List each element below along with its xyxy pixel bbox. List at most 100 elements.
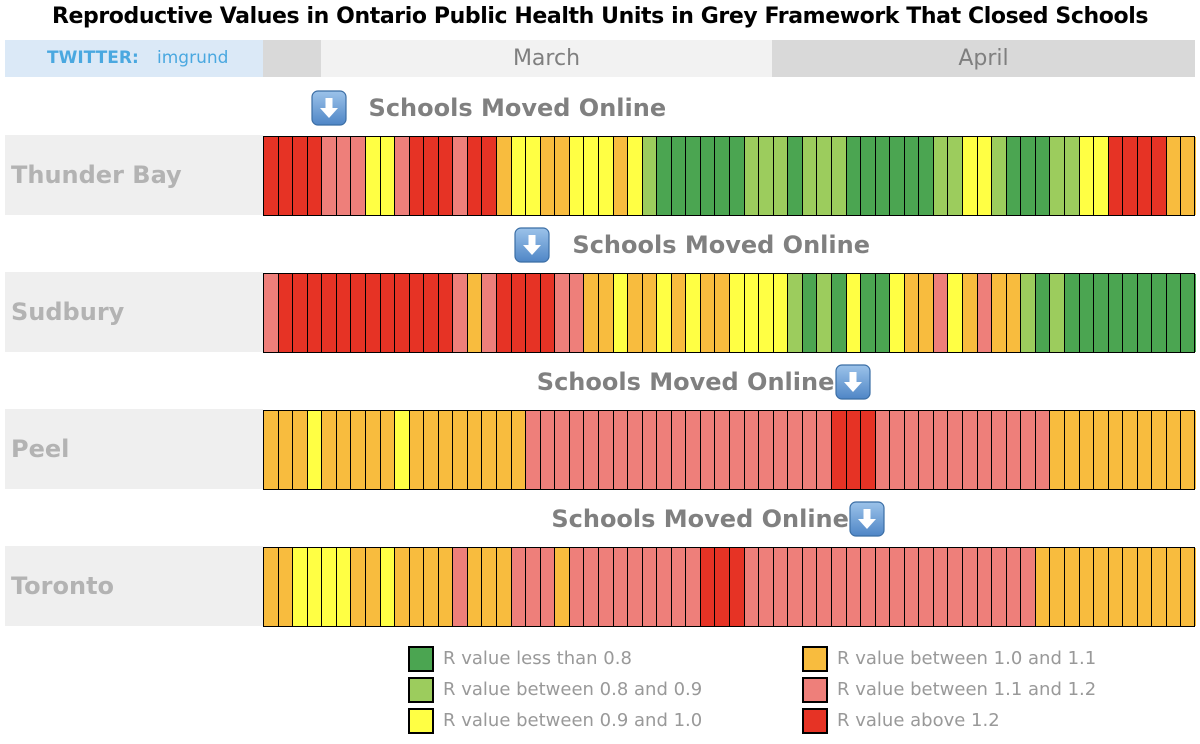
heatmap-cell bbox=[699, 548, 715, 626]
heatmap-cell bbox=[364, 137, 380, 215]
heatmap-cell bbox=[918, 411, 934, 489]
heatmap-cell bbox=[1151, 548, 1167, 626]
heatmap-cell bbox=[277, 137, 293, 215]
heatmap-cell bbox=[699, 411, 715, 489]
heatmap-cell bbox=[947, 137, 963, 215]
heatmap-cell bbox=[554, 411, 570, 489]
heatmap-cell bbox=[379, 411, 395, 489]
heatmap-cell bbox=[1151, 274, 1167, 352]
heatmap-cell bbox=[1093, 137, 1109, 215]
heatmap-cell bbox=[568, 137, 584, 215]
legend-label: R value less than 0.8 bbox=[443, 648, 632, 669]
heatmap-cell bbox=[932, 137, 948, 215]
heatmap-cell bbox=[612, 274, 628, 352]
heatmap-cell bbox=[321, 137, 337, 215]
heatmap-cell bbox=[758, 274, 774, 352]
heatmap-cell bbox=[408, 137, 424, 215]
heatmap-cell bbox=[321, 411, 337, 489]
heatmap-cell bbox=[714, 548, 730, 626]
heatmap-cell bbox=[627, 274, 643, 352]
heatmap-cell bbox=[874, 274, 890, 352]
heatmap-cell bbox=[1093, 411, 1109, 489]
heatmap-row bbox=[263, 136, 1196, 216]
heatmap-row bbox=[263, 273, 1196, 353]
heatmap-cell bbox=[452, 137, 468, 215]
heatmap-cell bbox=[787, 137, 803, 215]
heatmap-cell bbox=[335, 137, 351, 215]
legend-swatch bbox=[802, 708, 828, 734]
heatmap-cell bbox=[437, 548, 453, 626]
heatmap-cell bbox=[1034, 274, 1050, 352]
heatmap-cell bbox=[670, 548, 686, 626]
heatmap-cell bbox=[335, 274, 351, 352]
twitter-handle[interactable]: imgrund bbox=[157, 48, 229, 68]
heatmap-cell bbox=[437, 411, 453, 489]
heatmap-cell bbox=[1005, 411, 1021, 489]
heatmap-cell bbox=[292, 411, 308, 489]
heatmap-cell bbox=[481, 274, 497, 352]
schools-online-annotation: Schools Moved Online bbox=[537, 364, 871, 400]
heatmap-cell bbox=[423, 274, 439, 352]
heatmap-cell bbox=[1180, 137, 1196, 215]
heatmap-cell bbox=[889, 274, 905, 352]
row-label-text: Thunder Bay bbox=[11, 161, 182, 189]
row-end-border bbox=[1194, 274, 1195, 352]
heatmap-cell bbox=[466, 411, 482, 489]
heatmap-cell bbox=[408, 274, 424, 352]
heatmap-cell bbox=[991, 548, 1007, 626]
heatmap-cell bbox=[554, 274, 570, 352]
heatmap-cell bbox=[277, 548, 293, 626]
heatmap-cell bbox=[364, 274, 380, 352]
heatmap-cell bbox=[1049, 548, 1065, 626]
heatmap-cell bbox=[510, 411, 526, 489]
heatmap-cell bbox=[466, 137, 482, 215]
heatmap-cell bbox=[947, 548, 963, 626]
row-label-text: Toronto bbox=[11, 572, 115, 600]
heatmap-cell bbox=[685, 274, 701, 352]
heatmap-cell bbox=[496, 137, 512, 215]
heatmap-cell bbox=[583, 137, 599, 215]
down-arrow-icon bbox=[310, 90, 347, 126]
heatmap-cell bbox=[1165, 274, 1181, 352]
heatmap-cell bbox=[787, 411, 803, 489]
heatmap-cell bbox=[699, 137, 715, 215]
heatmap-cell bbox=[292, 274, 308, 352]
heatmap-cell bbox=[1078, 548, 1094, 626]
heatmap-cell bbox=[1107, 274, 1123, 352]
heatmap-cell bbox=[845, 274, 861, 352]
legend-label: R value above 1.2 bbox=[837, 710, 1000, 731]
annotation-text: Schools Moved Online bbox=[551, 505, 849, 533]
heatmap-cell bbox=[525, 274, 541, 352]
heatmap-cell bbox=[1063, 548, 1079, 626]
legend-swatch bbox=[802, 646, 828, 672]
heatmap-cell bbox=[466, 548, 482, 626]
row-label-text: Peel bbox=[11, 435, 70, 463]
heatmap-cell bbox=[539, 548, 555, 626]
heatmap-cell bbox=[962, 137, 978, 215]
heatmap-cell bbox=[1093, 274, 1109, 352]
heatmap-cell bbox=[437, 274, 453, 352]
heatmap-cell bbox=[714, 274, 730, 352]
heatmap-cell bbox=[364, 411, 380, 489]
heatmap-cell bbox=[481, 548, 497, 626]
heatmap-cell bbox=[874, 137, 890, 215]
heatmap-cell bbox=[452, 411, 468, 489]
heatmap-cell bbox=[772, 137, 788, 215]
legend-label: R value between 1.0 and 1.1 bbox=[837, 648, 1097, 669]
schools-online-annotation: Schools Moved Online bbox=[514, 227, 870, 263]
heatmap-cell bbox=[729, 548, 745, 626]
heatmap-cell bbox=[845, 548, 861, 626]
heatmap-cell bbox=[903, 548, 919, 626]
heatmap-cell bbox=[772, 274, 788, 352]
heatmap-cell bbox=[976, 137, 992, 215]
heatmap-cell bbox=[263, 411, 279, 489]
heatmap-cell bbox=[277, 411, 293, 489]
heatmap-cell bbox=[481, 411, 497, 489]
heatmap-cell bbox=[612, 411, 628, 489]
annotation-text: Schools Moved Online bbox=[368, 94, 667, 122]
heatmap-cell bbox=[816, 274, 832, 352]
heatmap-cell bbox=[918, 137, 934, 215]
heatmap-cell bbox=[1151, 137, 1167, 215]
heatmap-cell bbox=[335, 411, 351, 489]
heatmap-cell bbox=[714, 411, 730, 489]
